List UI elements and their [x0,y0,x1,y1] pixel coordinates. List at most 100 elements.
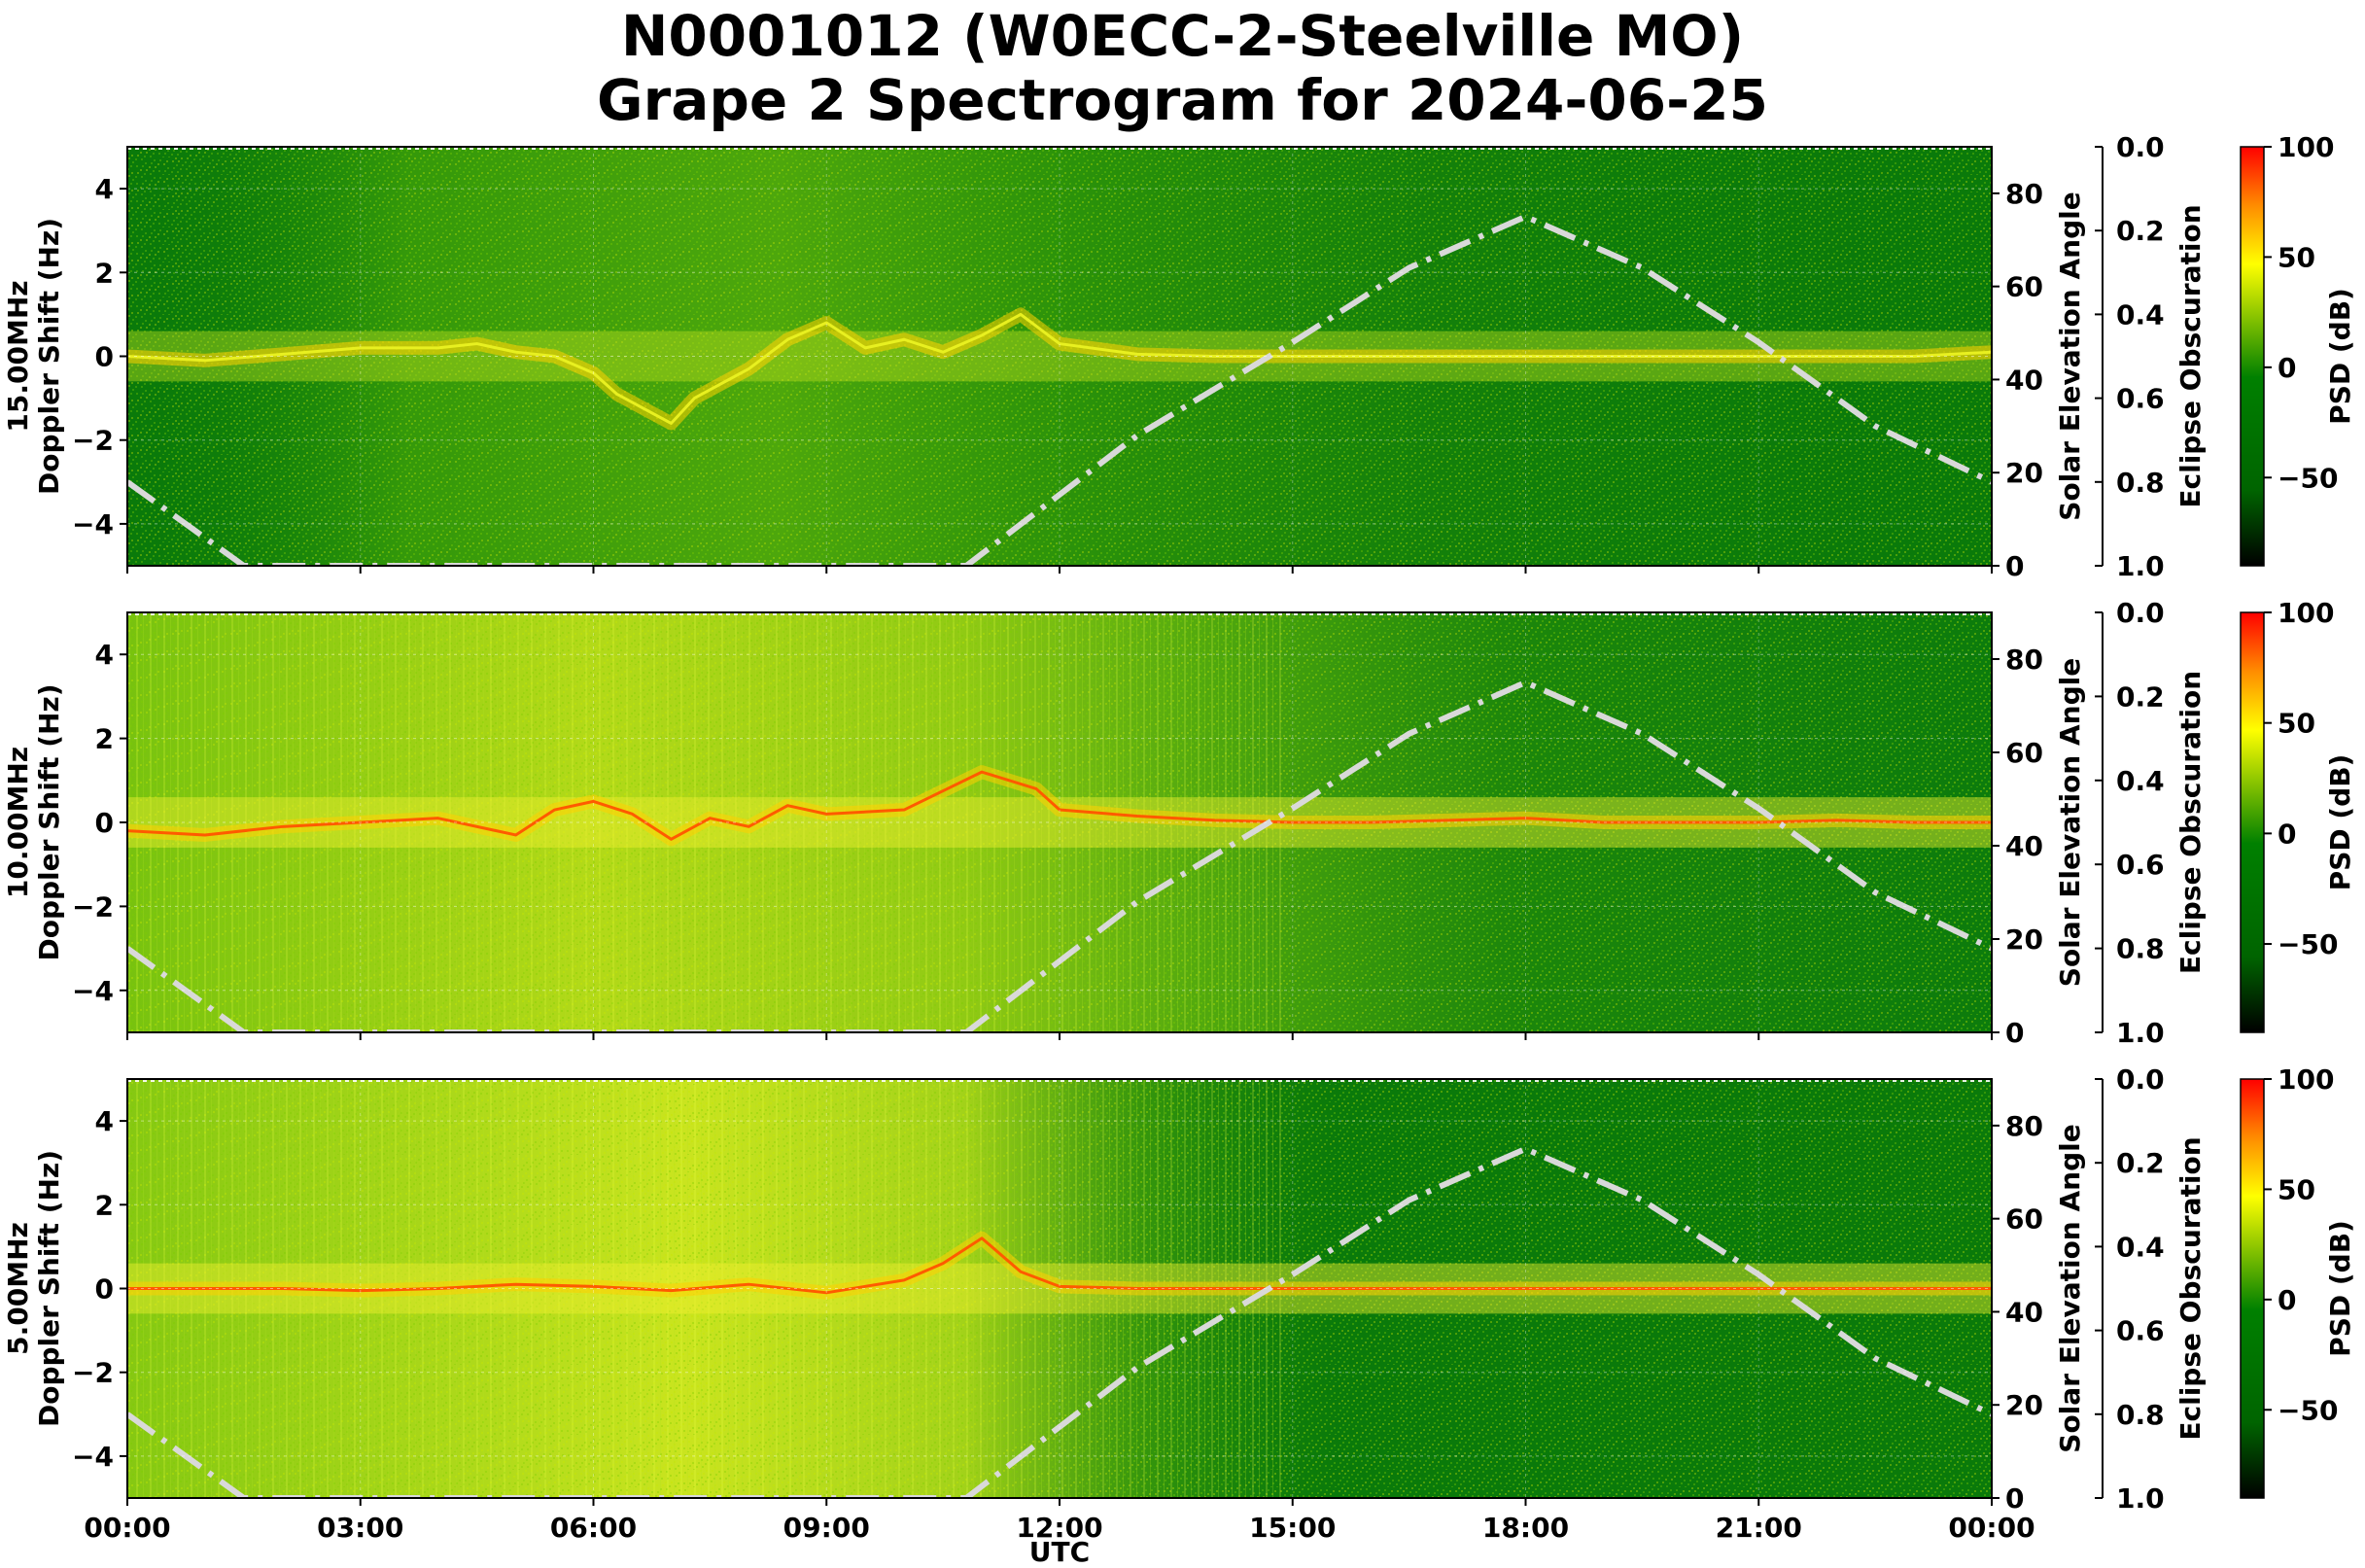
elevation-tick-label: 80 [2005,644,2043,676]
colorbar-tick-label: 0 [2278,352,2296,384]
obscuration-tick-label: 0.8 [2116,467,2165,499]
y-tick-label: 0 [95,807,114,839]
doppler-trace [127,1237,1992,1295]
x-axis-label: UTC [1029,1536,1090,1568]
obscuration-tick-label: 0.8 [2116,1399,2165,1431]
solar-elevation-curve [127,679,1992,1032]
y-tick-label: 2 [95,1189,114,1221]
elevation-tick-label: 60 [2005,737,2043,769]
obscuration-tick-label: 0.6 [2116,849,2165,881]
obscuration-axis-label: Eclipse Obscuration [2174,671,2207,974]
panel-15.00MHz: −4 −2 0 2 4 15.00MHz Doppler Shift (Hz) 0 20 40 60… [2,131,2356,582]
panel-10.00MHz: −4 −2 0 2 4 10.00MHz Doppler Shift (Hz) 0 20 40 60… [2,597,2356,1049]
colorbar-tick-label: 0 [2278,1284,2296,1316]
y-tick-label: −2 [72,1357,114,1389]
y-axis-label-doppler: Doppler Shift (Hz) [33,1150,65,1427]
obscuration-axis-label: Eclipse Obscuration [2174,1136,2207,1440]
x-tick-label: 12:00 [1016,1512,1102,1544]
x-tick-label: 00:00 [84,1512,170,1544]
y-tick-label: 0 [95,1273,114,1306]
colorbar-tick-label: 100 [2278,131,2334,163]
y-tick-label: −4 [72,1441,114,1473]
obscuration-tick-label: 0.0 [2116,131,2165,163]
colorbar [2240,611,2265,1033]
elevation-tick-label: 80 [2005,1110,2043,1142]
colorbar-tick-label: −50 [2278,928,2338,960]
elevation-tick-label: 20 [2005,457,2043,489]
colorbar-tick-label: 50 [2278,1173,2315,1205]
obscuration-tick-label: 0.4 [2116,1231,2165,1263]
colorbar [2240,1078,2265,1499]
solar-elevation-curve [127,213,1992,566]
obscuration-axis-label: Eclipse Obscuration [2174,204,2207,507]
x-tick-label: 03:00 [317,1512,403,1544]
y-tick-label: −4 [72,508,114,540]
y-tick-label: −2 [72,890,114,923]
y-tick-label: 2 [95,257,114,289]
y-tick-label: 0 [95,341,114,373]
x-tick-label: 06:00 [550,1512,637,1544]
elevation-tick-label: 0 [2005,1017,2024,1049]
y-axis-label-doppler: Doppler Shift (Hz) [33,683,65,960]
figure-title-line-1: N0001012 (W0ECC-2-Steelville MO) [620,3,1745,69]
elevation-axis-label: Solar Elevation Angle [2054,658,2086,987]
elevation-tick-label: 60 [2005,1203,2043,1236]
obscuration-tick-label: 1.0 [2116,1017,2165,1049]
elevation-axis-label: Solar Elevation Angle [2054,192,2086,520]
y-tick-label: −4 [72,975,114,1007]
y-axis-label-frequency: 10.00MHz [2,747,34,898]
elevation-tick-label: 20 [2005,923,2043,956]
obscuration-tick-label: 0.0 [2116,1063,2165,1096]
y-tick-label: 2 [95,723,114,755]
elevation-tick-label: 20 [2005,1389,2043,1421]
colorbar-tick-label: 100 [2278,1063,2334,1096]
x-tick-label: 09:00 [783,1512,870,1544]
obscuration-tick-label: 0.6 [2116,383,2165,415]
colorbar-tick-label: 50 [2278,708,2315,740]
y-axis-label-doppler: Doppler Shift (Hz) [33,218,65,495]
colorbar-tick-label: 50 [2278,241,2315,273]
y-tick-label: 4 [95,639,114,671]
x-tick-label: 21:00 [1716,1512,1802,1544]
panel-5.00MHz: −4 −2 0 2 4 5.00MHz Doppler Shift (Hz) 0 20 40 60 8… [2,1063,2356,1544]
obscuration-tick-label: 0.2 [2116,680,2165,713]
elevation-tick-label: 60 [2005,271,2043,303]
colorbar-tick-label: −50 [2278,1394,2338,1426]
figure-title-line-2: Grape 2 Spectrogram for 2024-06-25 [597,67,1768,133]
x-tick-label: 00:00 [1948,1512,2035,1544]
obscuration-tick-label: 0.4 [2116,765,2165,797]
colorbar-tick-label: −50 [2278,462,2338,494]
colorbar-tick-label: 100 [2278,597,2334,629]
y-tick-label: −2 [72,425,114,457]
obscuration-tick-label: 0.2 [2116,1147,2165,1179]
y-axis-label-frequency: 5.00MHz [2,1222,34,1355]
x-tick-label: 18:00 [1482,1512,1569,1544]
x-tick-label: 15:00 [1249,1512,1336,1544]
obscuration-tick-label: 0.0 [2116,597,2165,629]
obscuration-tick-label: 0.8 [2116,933,2165,965]
colorbar [2240,146,2265,567]
colorbar-label: PSD (dB) [2324,754,2356,891]
elevation-tick-label: 80 [2005,178,2043,210]
colorbar-label: PSD (dB) [2324,1220,2356,1357]
obscuration-tick-label: 0.2 [2116,215,2165,247]
y-tick-label: 4 [95,173,114,205]
elevation-tick-label: 40 [2005,830,2043,862]
elevation-tick-label: 0 [2005,550,2024,582]
y-axis-label-frequency: 15.00MHz [2,280,34,432]
obscuration-tick-label: 0.6 [2116,1315,2165,1347]
elevation-tick-label: 40 [2005,1296,2043,1328]
elevation-tick-label: 40 [2005,364,2043,396]
elevation-axis-label: Solar Elevation Angle [2054,1124,2086,1452]
doppler-trace [127,312,1992,425]
colorbar-label: PSD (dB) [2324,288,2356,425]
obscuration-tick-label: 1.0 [2116,550,2165,582]
solar-elevation-curve [127,1145,1992,1498]
obscuration-tick-label: 0.4 [2116,298,2165,331]
colorbar-tick-label: 0 [2278,818,2296,850]
doppler-trace [127,770,1992,841]
y-tick-label: 4 [95,1105,114,1137]
obscuration-tick-label: 1.0 [2116,1482,2165,1515]
elevation-tick-label: 0 [2005,1482,2024,1515]
